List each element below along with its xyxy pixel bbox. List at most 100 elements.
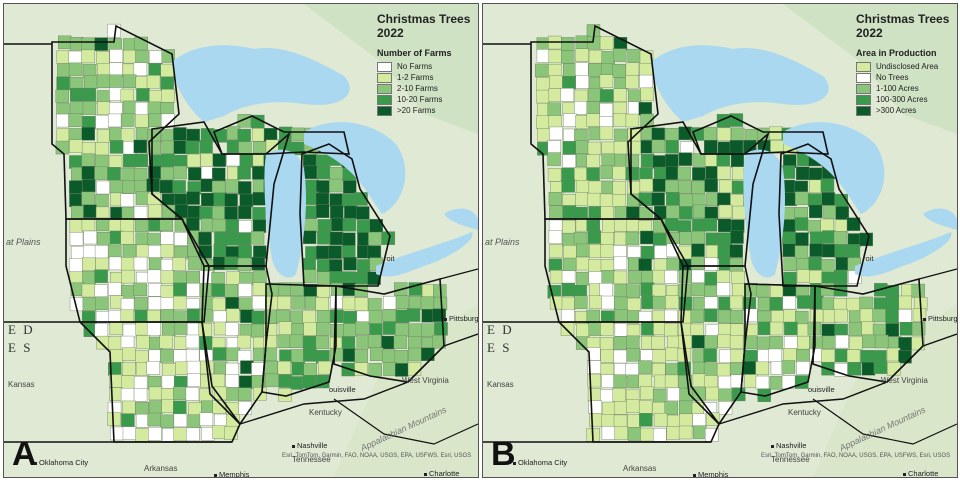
county xyxy=(69,37,84,51)
state-border xyxy=(530,24,664,220)
county xyxy=(846,217,861,231)
label-memphis: Memphis xyxy=(693,470,728,477)
legend-items: No Farms 1-2 Farms 2-10 Farms 10-20 Farms >2… xyxy=(377,61,473,116)
county xyxy=(796,349,811,363)
county xyxy=(782,219,796,233)
county xyxy=(640,154,655,168)
county xyxy=(536,37,551,51)
county xyxy=(601,414,615,428)
county xyxy=(94,37,108,51)
county xyxy=(95,114,109,129)
county xyxy=(719,349,733,364)
county xyxy=(81,127,95,141)
county xyxy=(652,284,666,298)
state-border xyxy=(212,115,351,155)
county xyxy=(133,376,148,390)
county xyxy=(303,348,317,362)
county xyxy=(587,230,602,244)
county xyxy=(226,387,240,401)
county xyxy=(613,414,628,429)
county xyxy=(771,310,785,324)
county xyxy=(653,258,668,273)
county xyxy=(211,373,226,388)
county xyxy=(147,269,162,284)
county xyxy=(574,295,588,309)
county xyxy=(679,206,693,220)
county xyxy=(586,167,600,181)
county xyxy=(108,155,123,169)
county xyxy=(237,387,252,401)
state-border xyxy=(544,218,689,323)
county xyxy=(187,414,201,428)
county xyxy=(343,311,357,325)
county xyxy=(149,257,163,271)
county xyxy=(316,245,330,260)
county xyxy=(135,127,150,141)
county xyxy=(120,128,135,142)
county xyxy=(666,192,680,206)
county xyxy=(160,244,175,258)
county xyxy=(690,309,704,324)
county xyxy=(160,166,174,181)
county xyxy=(162,428,176,442)
county xyxy=(809,204,823,219)
county xyxy=(354,297,369,311)
county xyxy=(225,219,240,233)
county xyxy=(549,205,563,219)
county xyxy=(730,374,745,388)
county xyxy=(135,350,149,364)
county xyxy=(769,321,784,336)
county xyxy=(368,363,382,377)
county xyxy=(873,360,888,374)
county xyxy=(886,296,901,311)
county xyxy=(356,219,371,234)
county xyxy=(614,296,628,311)
county xyxy=(120,113,135,127)
county xyxy=(146,178,160,192)
county xyxy=(705,244,720,259)
label-es: E S xyxy=(487,340,512,355)
county xyxy=(226,347,240,361)
county xyxy=(665,180,679,194)
county xyxy=(68,62,83,77)
county xyxy=(744,374,758,388)
county xyxy=(393,335,408,350)
county xyxy=(173,400,187,415)
county xyxy=(691,282,705,297)
county xyxy=(212,218,226,233)
county xyxy=(161,89,175,103)
county xyxy=(96,74,111,88)
county xyxy=(212,297,226,312)
county xyxy=(317,165,331,180)
label-es: E S xyxy=(8,340,33,355)
county xyxy=(201,400,215,414)
legend-label: 1-100 Acres xyxy=(876,84,919,93)
county xyxy=(331,217,345,232)
county xyxy=(343,323,357,337)
county xyxy=(185,387,200,401)
county xyxy=(781,360,796,374)
county xyxy=(110,179,124,194)
county xyxy=(250,231,265,245)
county xyxy=(160,231,174,245)
county xyxy=(121,206,136,221)
county xyxy=(588,49,603,64)
county xyxy=(225,179,240,193)
legend-label: Undisclosed Area xyxy=(876,62,939,71)
county xyxy=(667,414,681,429)
county xyxy=(148,245,162,259)
county xyxy=(290,127,305,142)
county xyxy=(651,335,665,350)
county xyxy=(224,284,238,298)
county xyxy=(134,296,148,311)
county xyxy=(148,62,162,77)
county xyxy=(122,244,137,258)
county xyxy=(149,90,163,104)
county xyxy=(147,412,161,427)
county xyxy=(601,426,616,440)
county xyxy=(588,259,602,273)
county xyxy=(69,219,84,233)
county xyxy=(382,309,396,323)
county xyxy=(83,245,97,259)
county xyxy=(678,322,692,337)
